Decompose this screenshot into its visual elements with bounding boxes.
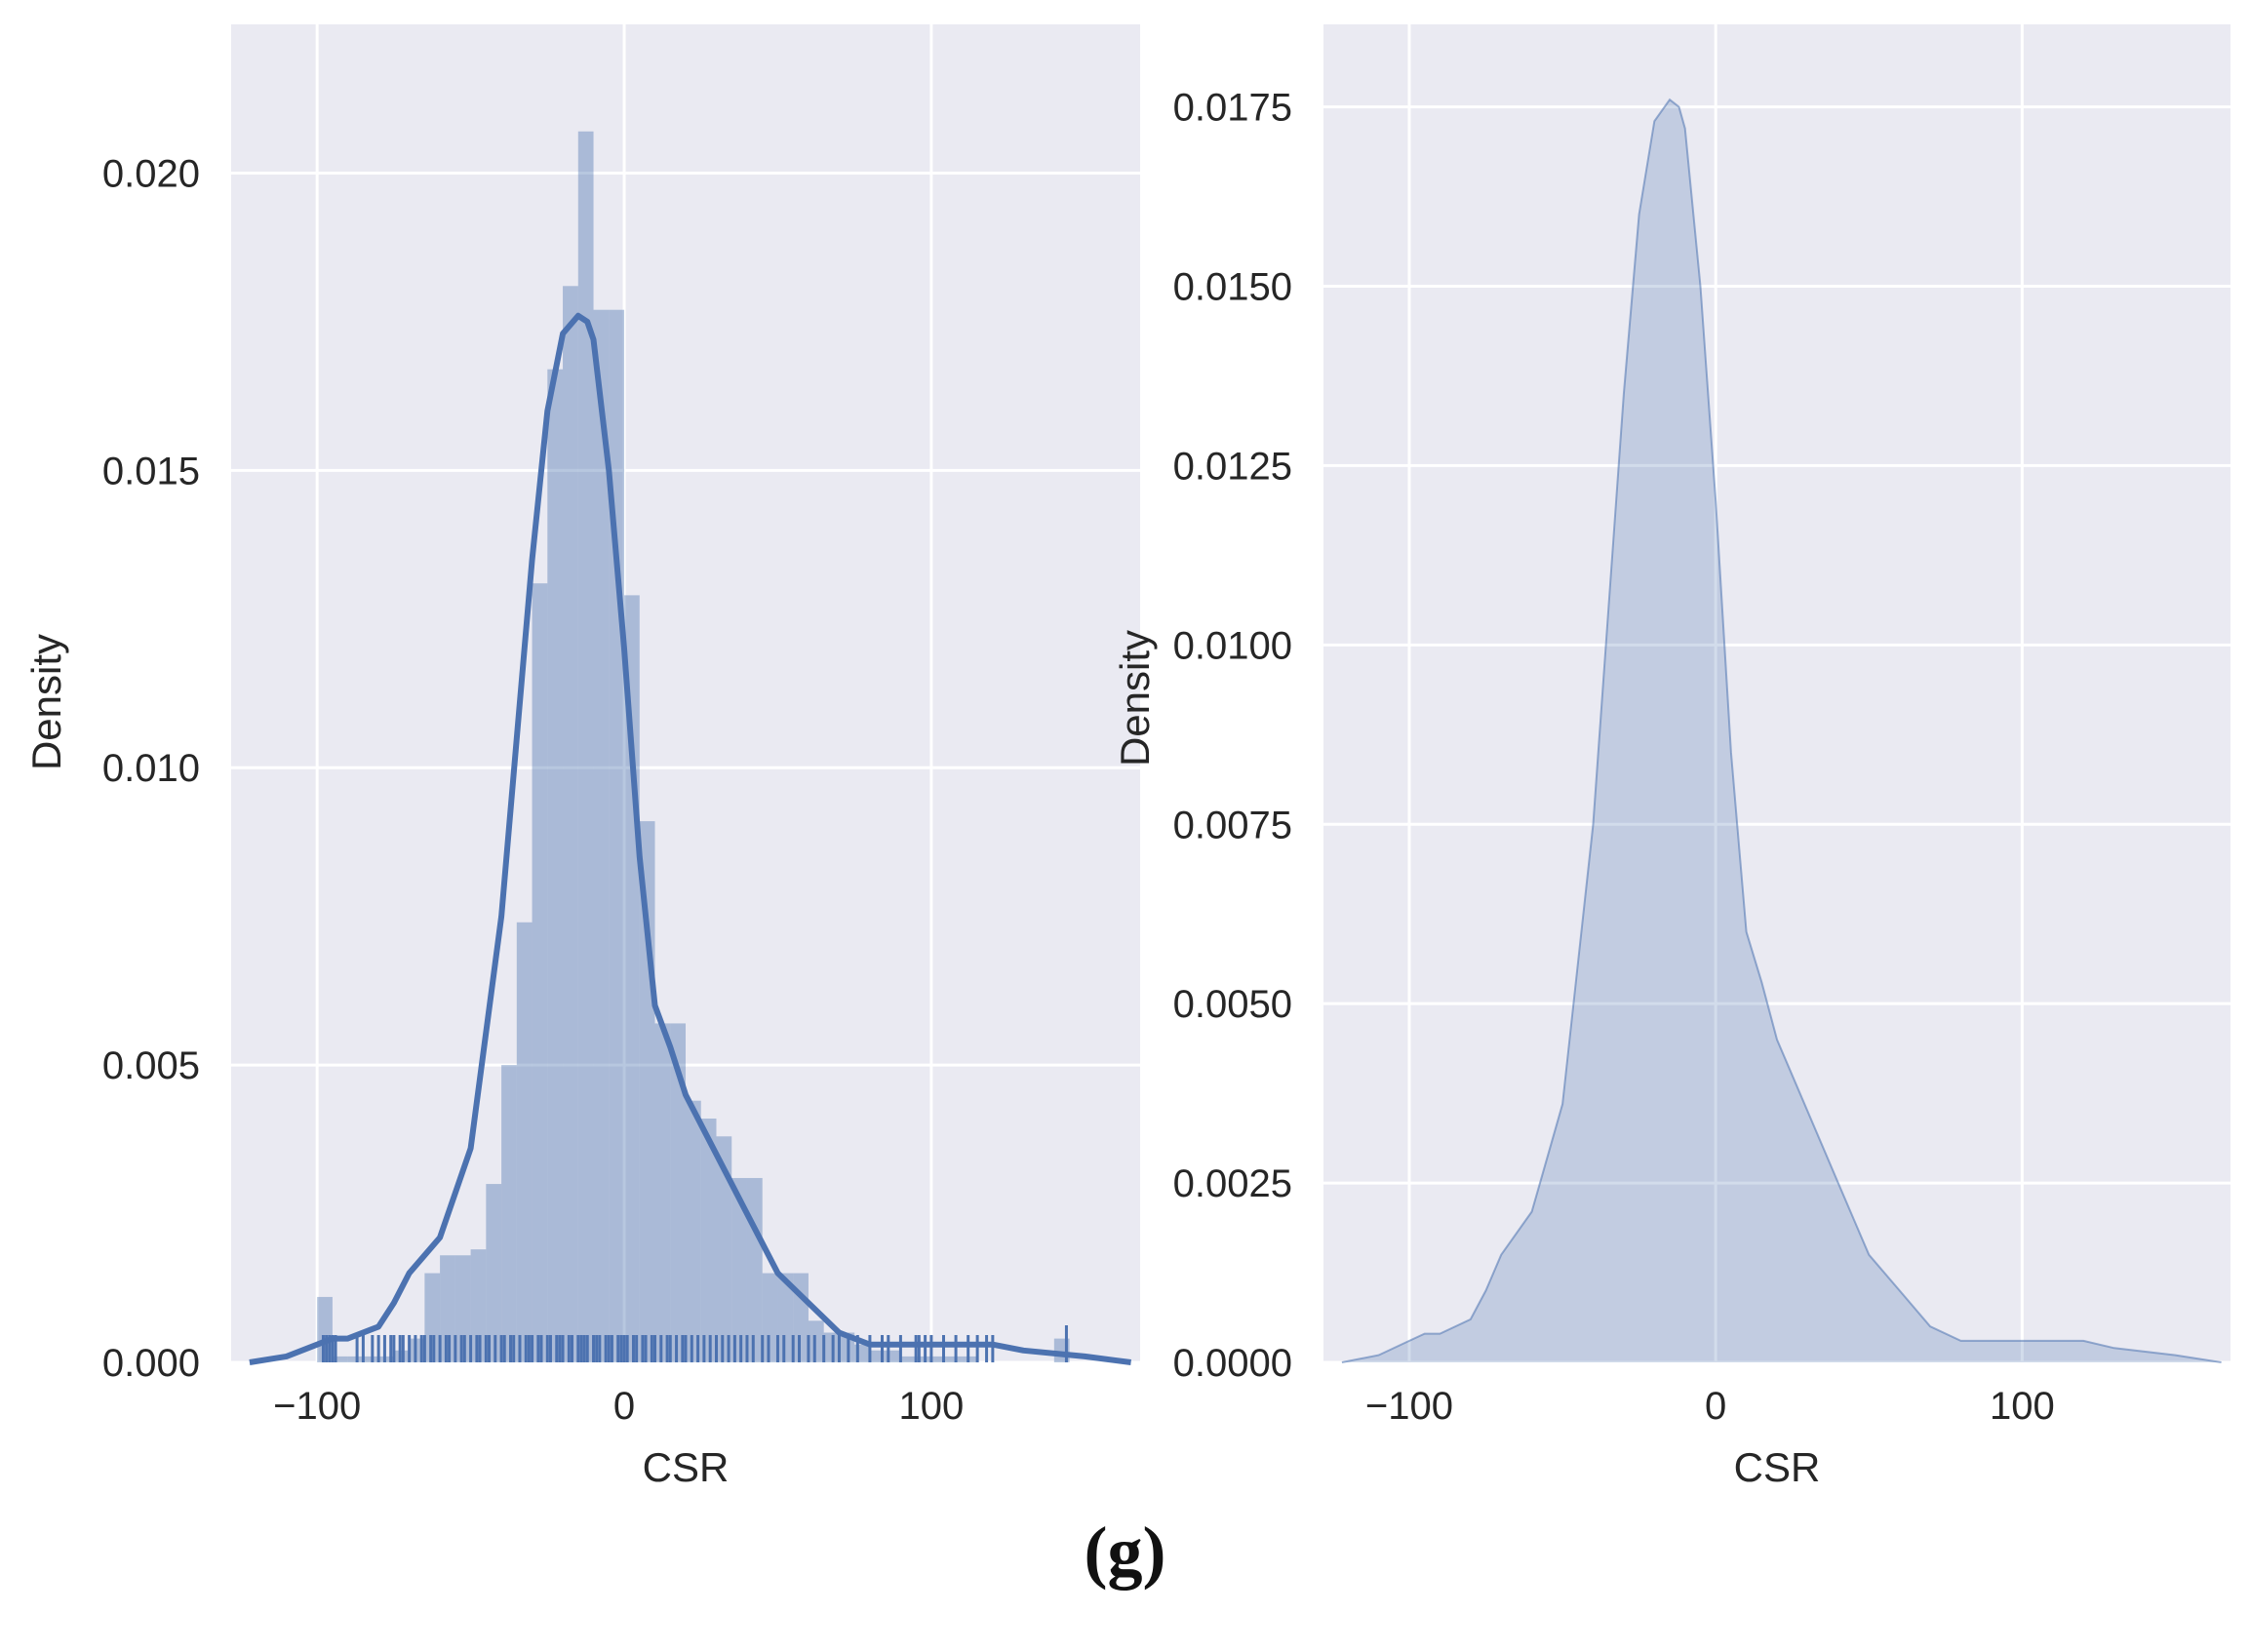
histogram-bar <box>470 1249 487 1362</box>
kde-area <box>1341 99 2222 1363</box>
histogram-bar <box>577 131 594 1362</box>
rug <box>321 1325 1068 1362</box>
x-tick-label: −100 <box>1365 1385 1453 1428</box>
histogram-bar <box>686 1100 701 1362</box>
histogram-bar <box>962 1356 978 1362</box>
histogram-bar <box>563 286 578 1362</box>
y-axis-label: Density <box>23 634 69 770</box>
histogram-bar <box>363 1356 379 1362</box>
kde-outline <box>1341 98 2222 1363</box>
histogram-bar <box>946 1356 963 1362</box>
histogram-bar <box>486 1184 502 1362</box>
x-tick-label: 0 <box>613 1385 635 1428</box>
kde-line <box>249 312 1131 1365</box>
y-tick-label: 0.000 <box>102 1342 200 1385</box>
histogram-bar <box>532 583 548 1362</box>
histogram-bar <box>347 1356 364 1362</box>
histogram-bar <box>930 1356 947 1362</box>
histogram-bar <box>746 1177 763 1362</box>
y-tick-label: 0.0050 <box>1173 983 1292 1026</box>
y-tick-label: 0.0125 <box>1173 445 1292 488</box>
figure-caption: (g) <box>1084 1513 1166 1591</box>
y-tick-label: 0.0175 <box>1173 87 1292 130</box>
histogram-bar <box>440 1255 455 1362</box>
grid <box>1323 24 2230 1364</box>
y-tick-label: 0.010 <box>102 747 200 790</box>
y-tick-label: 0.005 <box>102 1044 200 1087</box>
plot-background <box>231 24 1140 1362</box>
histogram-bar <box>823 1332 840 1362</box>
histogram-bar <box>777 1273 794 1362</box>
histogram-bar <box>501 1065 517 1362</box>
histogram-bar <box>731 1177 747 1362</box>
x-tick-label: −100 <box>273 1385 361 1428</box>
chart-1: −100 0 100 0.000 0.005 0.010 0.015 0.020 CSR Dens… <box>23 24 1140 1490</box>
x-tick-label: 0 <box>1705 1385 1726 1428</box>
histogram-bar <box>670 1023 686 1362</box>
histogram-bar <box>762 1273 778 1362</box>
histogram-bar <box>716 1136 732 1362</box>
histogram-bar <box>547 369 564 1362</box>
y-tick-label: 0.0100 <box>1173 624 1292 667</box>
histogram-bar <box>332 1356 348 1362</box>
histogram-bar <box>378 1356 394 1362</box>
plot-background <box>1323 24 2230 1362</box>
y-tick-label: 0.0000 <box>1173 1342 1292 1385</box>
x-axis-label: CSR <box>1734 1444 1821 1490</box>
histogram-bar <box>700 1118 717 1362</box>
histogram-bar <box>454 1255 471 1362</box>
x-tick-label: 100 <box>899 1385 965 1428</box>
x-tick-label: 100 <box>1990 1385 2055 1428</box>
histogram-bar <box>516 922 533 1362</box>
histogram-bar <box>916 1356 931 1362</box>
chart-2: −100 0 100 0.0000 0.0025 0.0050 0.0075 0.0100 0.… <box>1112 24 2230 1490</box>
histogram-bar <box>424 1273 441 1362</box>
y-tick-label: 0.015 <box>102 450 200 492</box>
histogram-bar <box>593 309 610 1362</box>
y-tick-label: 0.0075 <box>1173 804 1292 846</box>
y-axis-label: Density <box>1112 630 1158 767</box>
histogram-bar <box>393 1350 410 1362</box>
x-axis-label: CSR <box>643 1444 730 1490</box>
y-tick-label: 0.0025 <box>1173 1162 1292 1205</box>
y-tick-label: 0.0150 <box>1173 266 1292 309</box>
histogram-bar <box>654 1023 671 1362</box>
y-tick-label: 0.020 <box>102 152 200 195</box>
grid <box>231 24 1140 1364</box>
histogram-bar <box>900 1356 917 1362</box>
histogram-bar <box>808 1320 824 1362</box>
